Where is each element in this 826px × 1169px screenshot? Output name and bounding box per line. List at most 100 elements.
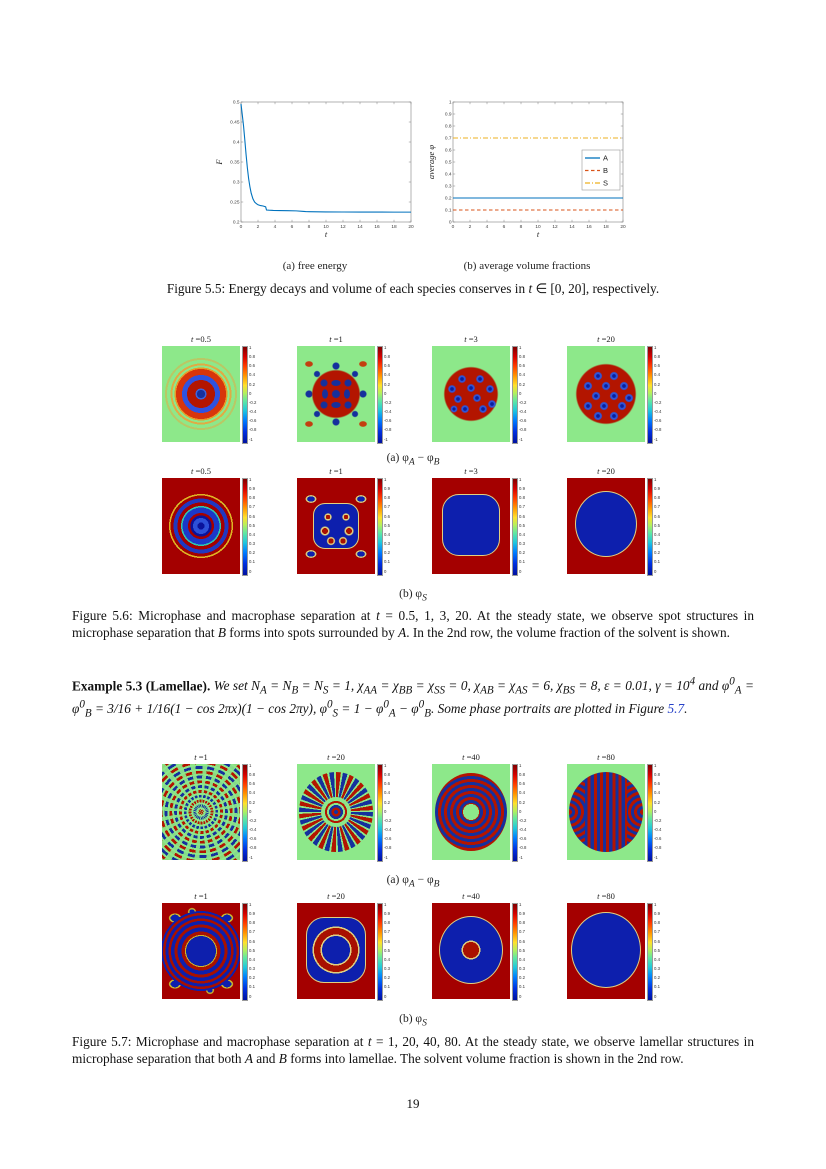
colorbar-ticks: 1 0.9 0.8 0.7 0.6 0.5 0.4 0.3 0.2 0.1 0 <box>654 477 660 574</box>
phase-plot-image <box>432 764 510 860</box>
panel-title: t =1 <box>329 466 343 476</box>
svg-text:0.25: 0.25 <box>230 200 240 206</box>
free-energy-plot: 0 2 4 6 8 10 12 14 16 18 20 0.2 0.25 0.3 0.35 0.4 0.45 0.… <box>214 100 414 239</box>
svg-text:2: 2 <box>257 224 260 230</box>
svg-text:16: 16 <box>374 224 380 230</box>
panel-title: t =20 <box>597 334 615 344</box>
panel-56a-2: t =1 1 0.8 0.6 0.4 0.2 0 -0.2 -0.4 -0.6 -0.8 -1 <box>297 334 394 444</box>
phase-plot-image <box>567 903 645 999</box>
solvent-blob <box>442 494 500 556</box>
example-5-3-paragraph: Example 5.3 (Lamellae). We set NA = NB =… <box>72 676 754 722</box>
example-body: We set NA = NB = NS = 1, χAA = χBB = χSS… <box>72 676 754 720</box>
figure-5-6-subcaption-a: (a) φA − φB <box>386 452 440 468</box>
svg-text:14: 14 <box>357 224 363 230</box>
colorbar-ticks: 1 0.8 0.6 0.4 0.2 0 -0.2 -0.4 -0.6 -0.8 -1 <box>654 763 662 860</box>
colorbar: 1 0.9 0.8 0.7 0.6 0.5 0.4 0.3 0.2 0.1 0 <box>512 477 525 576</box>
colorbar-gradient <box>647 903 653 1001</box>
panel-57a-1: t =1 1 0.8 0.6 0.4 0.2 0 -0.2 -0.4 -0.6 -0.8 -1 <box>162 752 259 862</box>
svg-text:0.2: 0.2 <box>445 196 452 202</box>
phase-plot-image <box>432 346 510 442</box>
colorbar: 1 0.9 0.8 0.7 0.6 0.5 0.4 0.3 0.2 0.1 0 <box>647 477 660 576</box>
colorbar: 1 0.9 0.8 0.7 0.6 0.5 0.4 0.3 0.2 0.1 0 <box>512 902 525 1001</box>
panel-56a-3: t =3 1 0.8 0.6 0.4 0.2 0 -0.2 -0.4 -0.6 -0.8 -1 <box>432 334 529 444</box>
svg-text:0.7: 0.7 <box>445 136 452 142</box>
colorbar: 1 0.8 0.6 0.4 0.2 0 -0.2 -0.4 -0.6 -0.8 -1 <box>647 763 662 862</box>
svg-text:0.4: 0.4 <box>233 140 240 146</box>
panel-title: t =40 <box>462 891 480 901</box>
panel-title: t =0.5 <box>191 466 211 476</box>
panel-56b-1: t =0.5 1 0.9 0.8 0.7 0.6 0.5 0.4 0.3 0.2 0.1 0 <box>162 466 259 576</box>
lamellae-disc <box>435 773 507 851</box>
svg-text:20: 20 <box>620 224 626 230</box>
phase-plot-image <box>297 346 375 442</box>
panel-title: t =20 <box>597 466 615 476</box>
svg-text:B: B <box>603 166 608 175</box>
colorbar-gradient <box>377 346 383 444</box>
panel-title: t =20 <box>327 752 345 762</box>
panel-title: t =40 <box>462 752 480 762</box>
panel-title: t =0.5 <box>191 334 211 344</box>
svg-text:14: 14 <box>569 224 575 230</box>
svg-text:0.5: 0.5 <box>233 100 240 106</box>
colorbar-gradient <box>242 903 248 1001</box>
svg-text:6: 6 <box>503 224 506 230</box>
colorbar-gradient <box>377 478 383 576</box>
colorbar-ticks: 1 0.9 0.8 0.7 0.6 0.5 0.4 0.3 0.2 0.1 0 <box>654 902 660 999</box>
colorbar-ticks: 1 0.8 0.6 0.4 0.2 0 -0.2 -0.4 -0.6 -0.8 -1 <box>384 763 392 860</box>
figure-5-6-row-a: t =0.5 1 0.8 0.6 0.4 0.2 0 -0.2 -0.4 -0.6 -0.8 -1 … <box>0 334 826 444</box>
svg-text:1: 1 <box>449 100 452 106</box>
svg-text:F: F <box>214 159 224 166</box>
panel-57b-3: t =40 1 0.9 0.8 0.7 0.6 0.5 0.4 0.3 0.2 0.1 0 <box>432 891 529 1001</box>
lamellae-disc <box>299 772 373 852</box>
svg-text:0.35: 0.35 <box>230 160 240 166</box>
solvent-blob <box>313 503 359 549</box>
panel-57a-4: t =80 1 0.8 0.6 0.4 0.2 0 -0.2 -0.4 -0.6 -0.8 -1 <box>567 752 664 862</box>
panel-56b-2: t =1 1 0.9 0.8 0.7 0.6 0.5 0.4 0.3 0.2 0.1 0 <box>297 466 394 576</box>
colorbar-gradient <box>647 346 653 444</box>
svg-text:0.5: 0.5 <box>445 160 452 166</box>
phase-plot-image <box>297 764 375 860</box>
panel-57b-2: t =20 1 0.9 0.8 0.7 0.6 0.5 0.4 0.3 0.2 0.1 0 <box>297 891 394 1001</box>
svg-text:4: 4 <box>486 224 489 230</box>
phase-plot-image <box>432 903 510 999</box>
figure-5-7-row-a: t =1 1 0.8 0.6 0.4 0.2 0 -0.2 -0.4 -0.6 -0.8 -1 t … <box>0 752 826 862</box>
panel-title: t =20 <box>327 891 345 901</box>
colorbar: 1 0.9 0.8 0.7 0.6 0.5 0.4 0.3 0.2 0.1 0 <box>377 902 390 1001</box>
subcaption-free-energy: (a) free energy <box>282 260 348 272</box>
colorbar: 1 0.8 0.6 0.4 0.2 0 -0.2 -0.4 -0.6 -0.8 -1 <box>377 763 392 862</box>
svg-text:t: t <box>325 229 328 239</box>
solvent-blob <box>571 912 641 988</box>
svg-text:8: 8 <box>520 224 523 230</box>
svg-text:0.45: 0.45 <box>230 120 240 126</box>
svg-text:t: t <box>537 229 540 239</box>
colorbar-ticks: 1 0.8 0.6 0.4 0.2 0 -0.2 -0.4 -0.6 -0.8 -1 <box>249 345 257 442</box>
phase-plot-image <box>297 478 375 574</box>
panel-title: t =3 <box>464 466 478 476</box>
svg-text:A: A <box>603 154 608 163</box>
panel-title: t =1 <box>194 891 208 901</box>
svg-text:4: 4 <box>274 224 277 230</box>
panel-56b-4: t =20 1 0.9 0.8 0.7 0.6 0.5 0.4 0.3 0.2 0.1 0 <box>567 466 664 576</box>
colorbar: 1 0.8 0.6 0.4 0.2 0 -0.2 -0.4 -0.6 -0.8 -1 <box>512 345 526 444</box>
panel-56b-3: t =3 1 0.9 0.8 0.7 0.6 0.5 0.4 0.3 0.2 0.1 0 <box>432 466 529 576</box>
figure-ref-link[interactable]: 5.7 <box>667 701 685 717</box>
colorbar: 1 0.8 0.6 0.4 0.2 0 -0.2 -0.4 -0.6 -0.8 -1 <box>512 763 526 862</box>
figure-5-5-subcaptions: (a) free energy (b) average volume fract… <box>0 260 826 272</box>
svg-text:6: 6 <box>291 224 294 230</box>
solvent-blob <box>575 491 637 557</box>
colorbar-gradient <box>512 903 518 1001</box>
svg-text:0.9: 0.9 <box>445 112 452 118</box>
colorbar-gradient <box>512 478 518 576</box>
phase-plot-image <box>162 478 240 574</box>
phase-plot-image <box>297 903 375 999</box>
phase-plot-image <box>162 346 240 442</box>
colorbar: 1 0.8 0.6 0.4 0.2 0 -0.2 -0.4 -0.6 -0.8 -1 <box>377 345 391 444</box>
svg-text:10: 10 <box>323 224 329 230</box>
colorbar-gradient <box>242 346 248 444</box>
svg-text:0: 0 <box>452 224 455 230</box>
colorbar-gradient <box>512 764 518 862</box>
page-number: 19 <box>406 1096 420 1111</box>
phase-plot-image <box>162 903 240 999</box>
svg-text:18: 18 <box>391 224 397 230</box>
panel-56a-4: t =20 1 0.8 0.6 0.4 0.2 0 -0.2 -0.4 -0.6 -0.8 -1 <box>567 334 664 444</box>
